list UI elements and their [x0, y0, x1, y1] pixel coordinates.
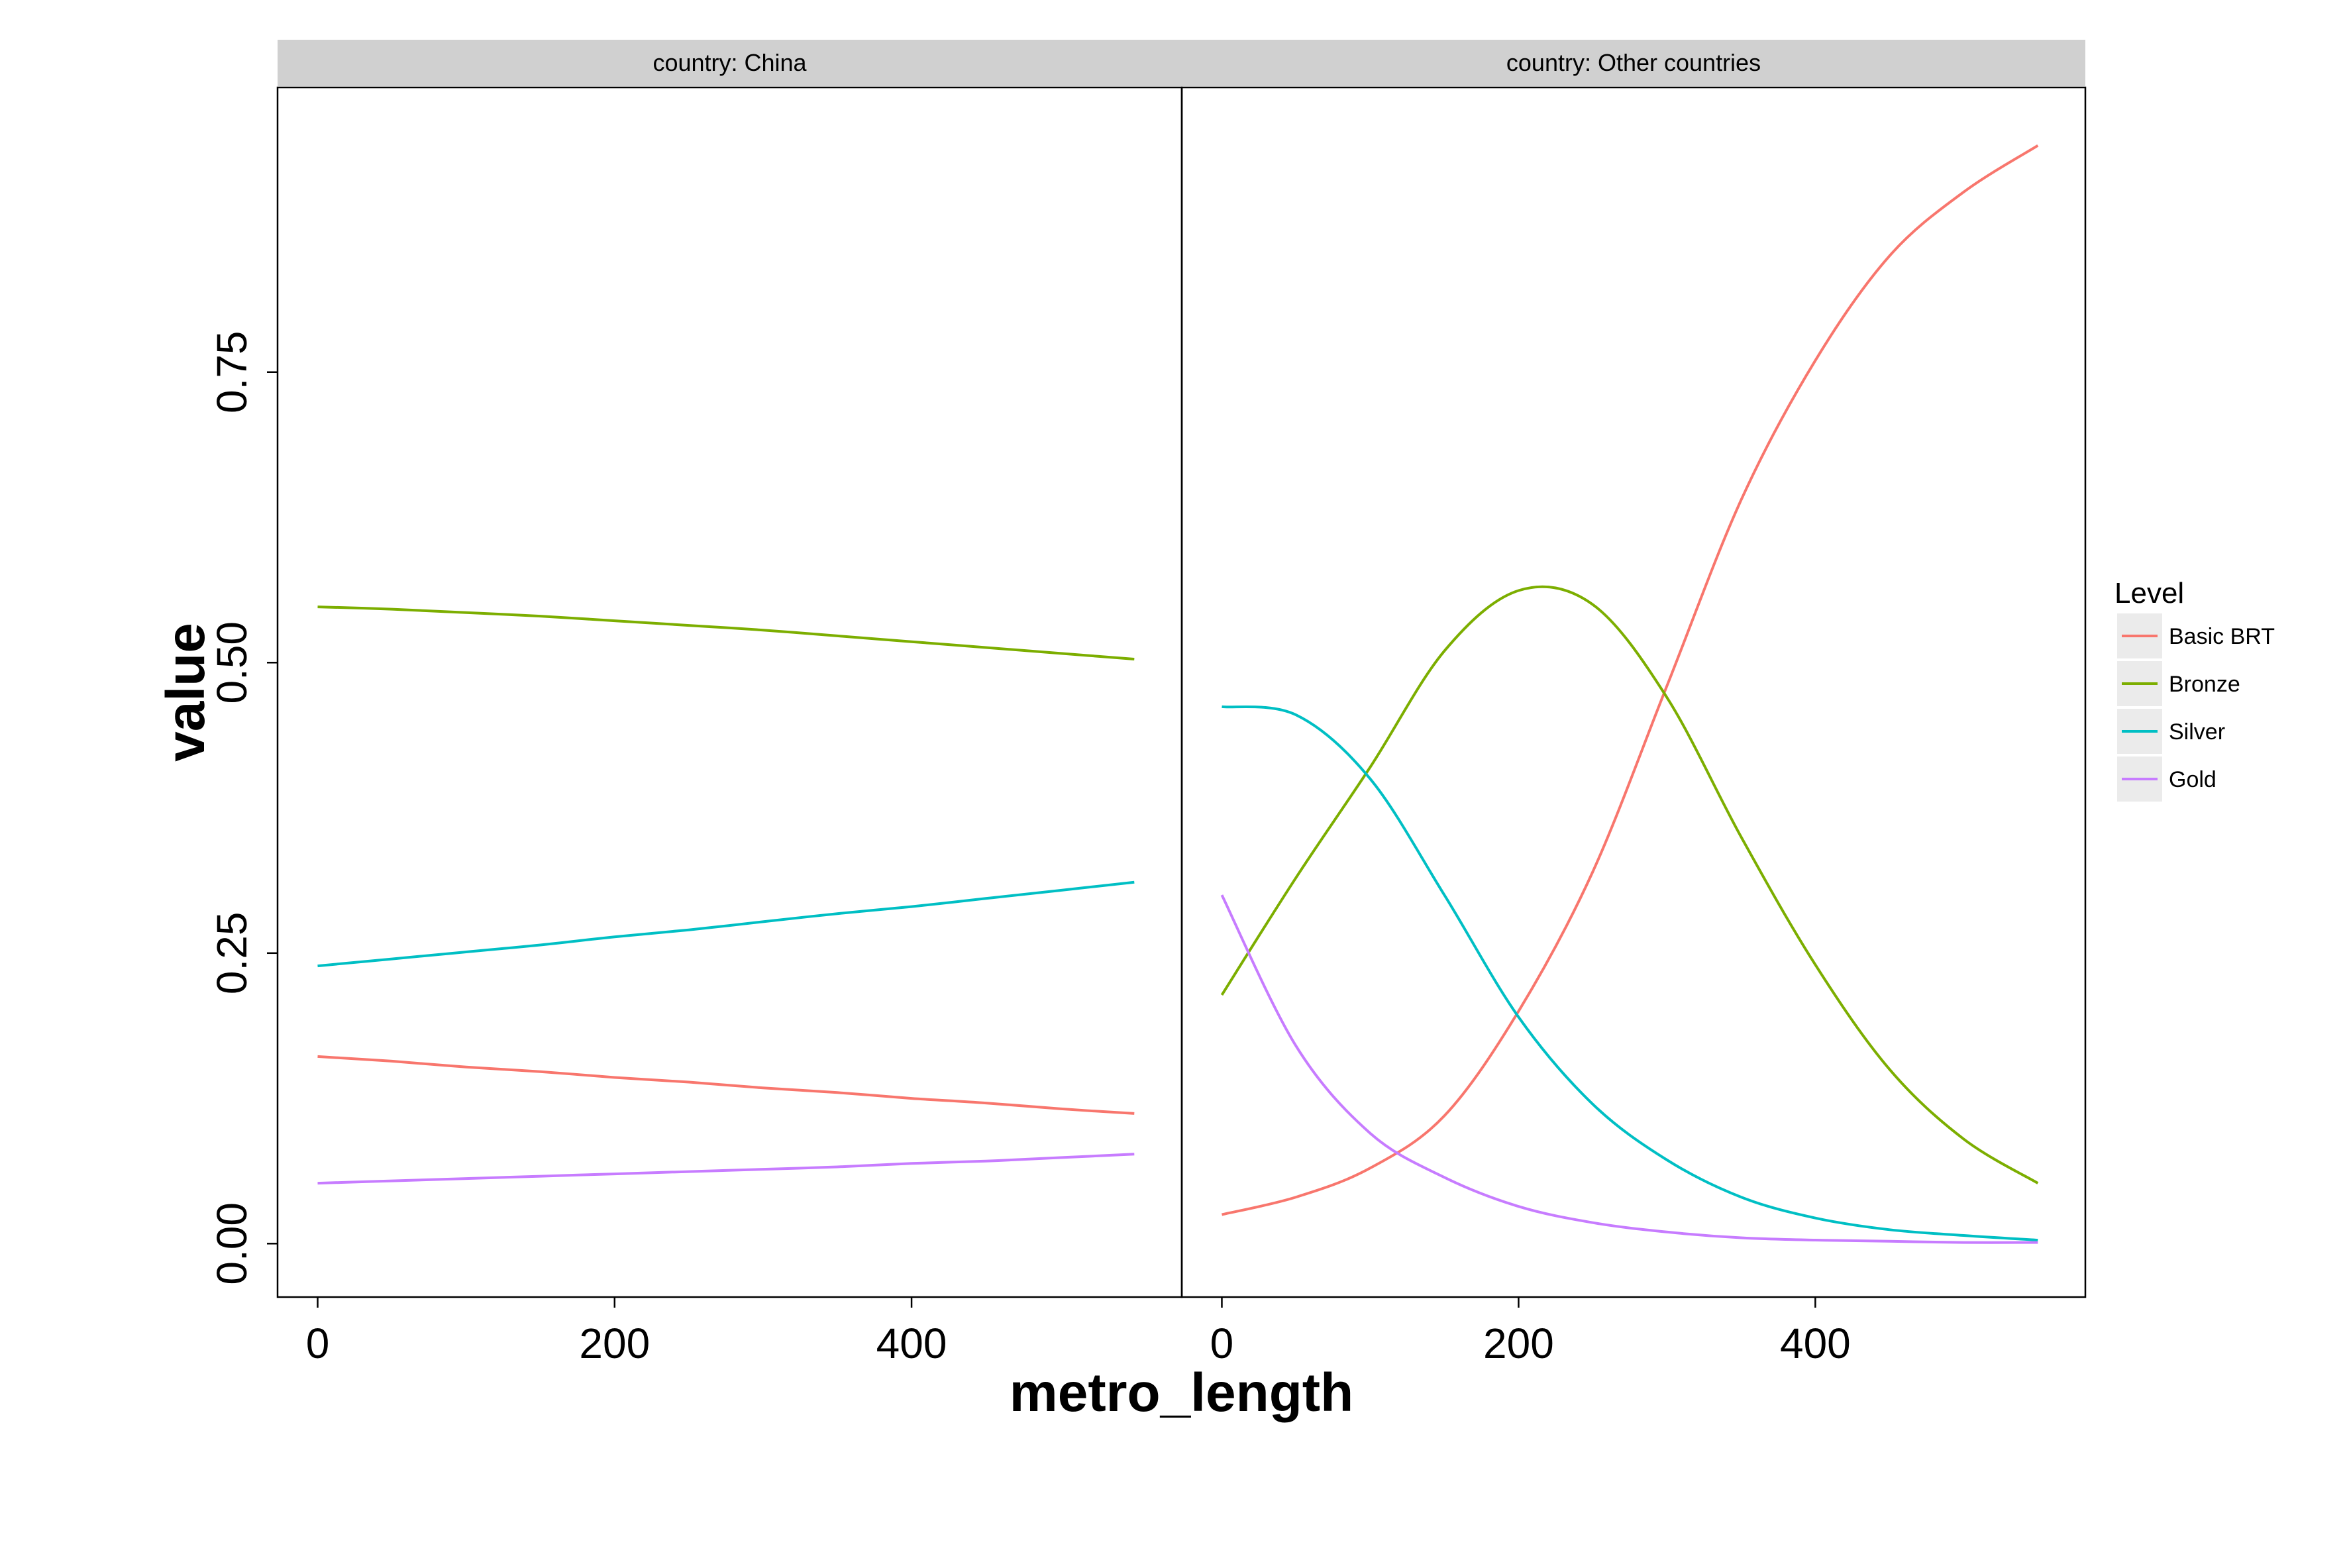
panel-border-1: [1180, 86, 2087, 1298]
series-line-bronze-panel-1: [1220, 585, 2039, 1184]
y-tick-label-3: 0.75: [208, 331, 256, 413]
x-axis-title: metro_length: [1010, 1363, 1353, 1423]
y-tick-label-2: 0.50: [208, 621, 256, 704]
series-line-silver-panel-1: [1222, 705, 2038, 1241]
facet-strip-label-1: country: Other countries: [1506, 49, 1761, 76]
legend-label-bronze: Bronze: [2169, 672, 2240, 697]
legend-label-gold: Gold: [2169, 767, 2217, 792]
facet-strip-label-0: country: China: [652, 49, 807, 76]
legend-label-basic-brt: Basic BRT: [2169, 624, 2275, 649]
y-tick-label-1: 0.25: [208, 912, 256, 995]
x-tick-label-0-1: 200: [579, 1320, 650, 1367]
x-tick-label-1-2: 400: [1780, 1320, 1851, 1367]
series-line-basic-brt-panel-1: [1222, 144, 2039, 1216]
series-line-bronze-panel-0: [317, 605, 1135, 660]
x-tick-label-0-0: 0: [306, 1320, 330, 1367]
legend-label-silver: Silver: [2169, 719, 2225, 745]
legend-title: Level: [2114, 577, 2184, 609]
series-line-basic-brt-panel-0: [317, 1055, 1135, 1115]
series-line-gold-panel-1: [1220, 894, 2038, 1244]
series-line-gold-panel-0: [317, 1153, 1135, 1185]
x-tick-label-1-0: 0: [1210, 1320, 1234, 1367]
x-tick-label-0-2: 400: [876, 1320, 947, 1367]
series-line-silver-panel-0: [317, 880, 1135, 968]
y-tick-label-0: 0.00: [208, 1202, 256, 1285]
facet-strip-1: [1182, 40, 2085, 86]
x-tick-label-1-1: 200: [1483, 1320, 1554, 1367]
facet-strip-0: [278, 40, 1182, 86]
y-axis-title: value: [156, 623, 216, 762]
panel-border-0: [276, 86, 1183, 1298]
